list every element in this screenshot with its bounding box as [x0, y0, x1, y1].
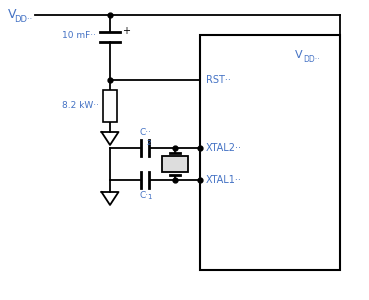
Text: 2: 2 — [147, 140, 151, 146]
Text: DD··: DD·· — [303, 55, 320, 64]
Text: +: + — [122, 26, 130, 36]
Text: 1: 1 — [147, 194, 152, 200]
Text: V: V — [295, 50, 303, 60]
Text: XTAL2··: XTAL2·· — [206, 143, 242, 153]
Bar — [200, 35, 340, 270]
Text: C··: C·· — [139, 128, 151, 137]
Text: V: V — [8, 8, 17, 22]
Bar — [103, 90, 117, 122]
Bar — [162, 156, 188, 172]
Text: 10 mF··: 10 mF·· — [62, 31, 96, 40]
Text: 8.2 kW··: 8.2 kW·· — [62, 101, 99, 110]
Text: RST··: RST·· — [206, 75, 231, 85]
Text: DD··: DD·· — [14, 14, 32, 23]
Text: C··: C·· — [139, 191, 151, 200]
Text: XTAL1··: XTAL1·· — [206, 175, 242, 185]
